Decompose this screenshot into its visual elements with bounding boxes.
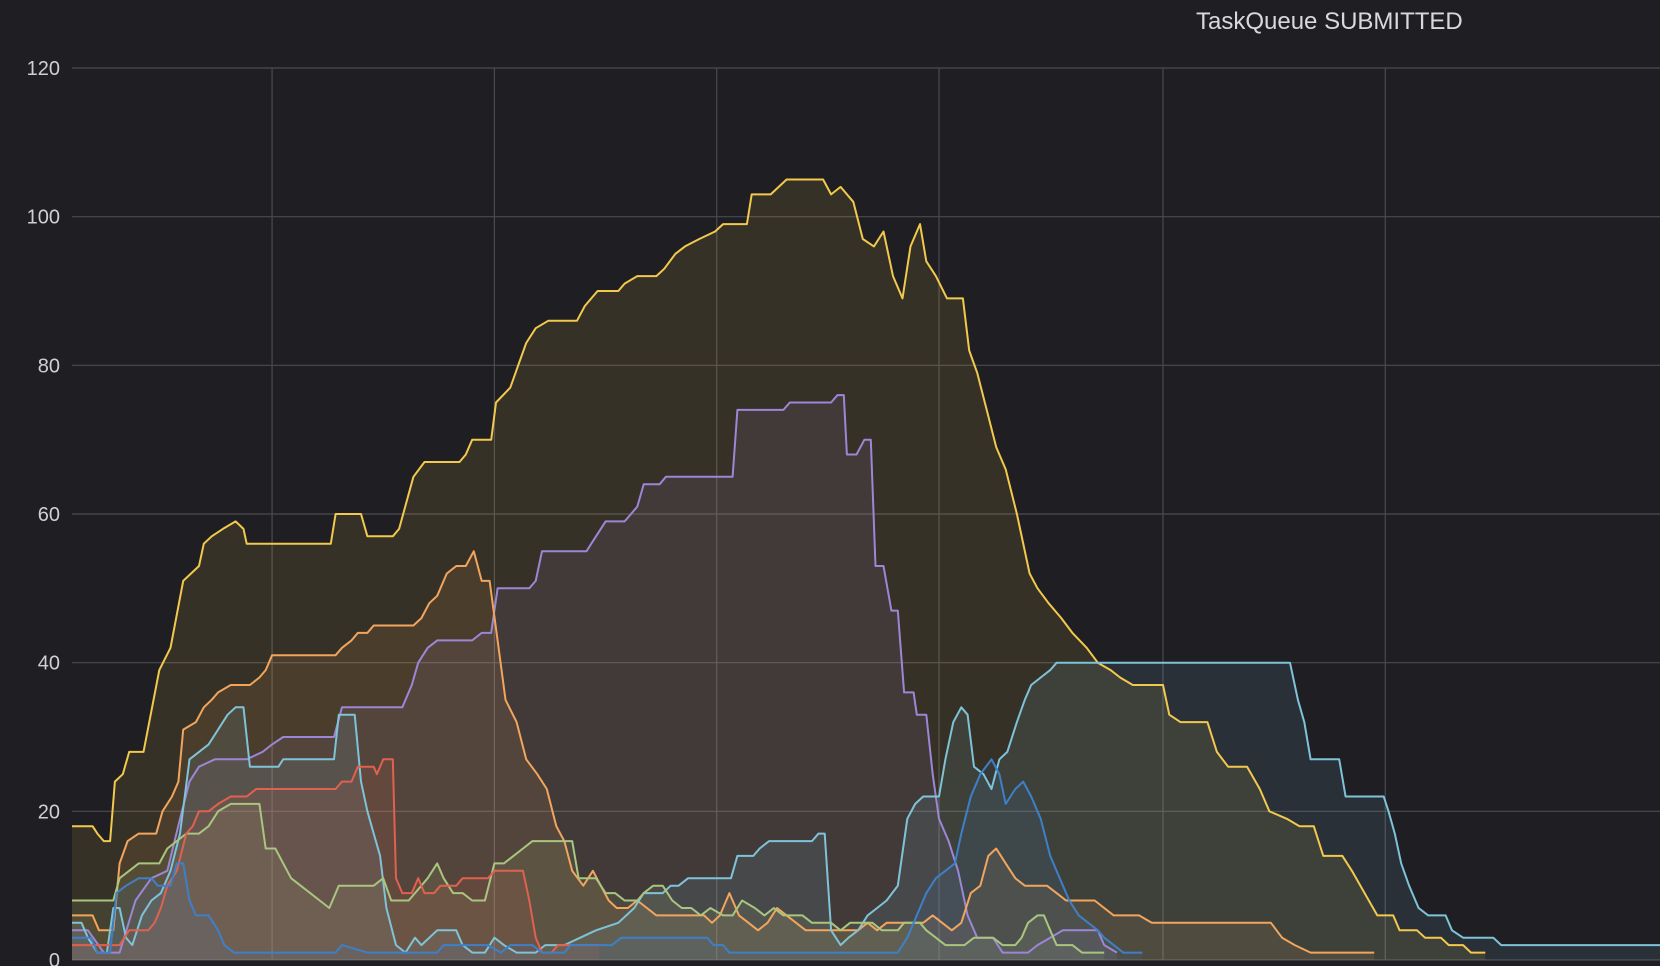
series-3-area [72, 551, 1375, 960]
y-tick-label-100: 100 [27, 207, 60, 229]
y-tick-label-0: 0 [49, 950, 60, 966]
series-6-area [72, 759, 600, 960]
y-tick-label-120: 120 [27, 58, 60, 80]
series-7-area [72, 759, 1143, 960]
series-5-line[interactable] [72, 802, 1105, 954]
series-4-line[interactable] [72, 661, 1660, 954]
series-areas [72, 179, 1660, 961]
y-tick-label-60: 60 [38, 504, 60, 526]
grid [72, 67, 1660, 961]
y-tick-label-80: 80 [38, 355, 60, 377]
panel-title[interactable]: TaskQueue SUBMITTED [1196, 8, 1463, 35]
y-tick-label-40: 40 [38, 653, 60, 675]
y-axis-labels: 0 20 40 60 80 100 120 [27, 58, 60, 966]
series-4-area [72, 662, 1660, 960]
series-2-line[interactable] [72, 394, 1118, 954]
series-2-area [72, 395, 1117, 961]
series-6-line[interactable] [72, 758, 600, 954]
series-lines [72, 178, 1660, 954]
y-tick-label-20: 20 [38, 801, 60, 823]
series-1-area [72, 179, 1486, 960]
series-7-line[interactable] [72, 758, 1143, 954]
series-5-area [72, 803, 1105, 960]
series-1-line[interactable] [72, 178, 1486, 954]
